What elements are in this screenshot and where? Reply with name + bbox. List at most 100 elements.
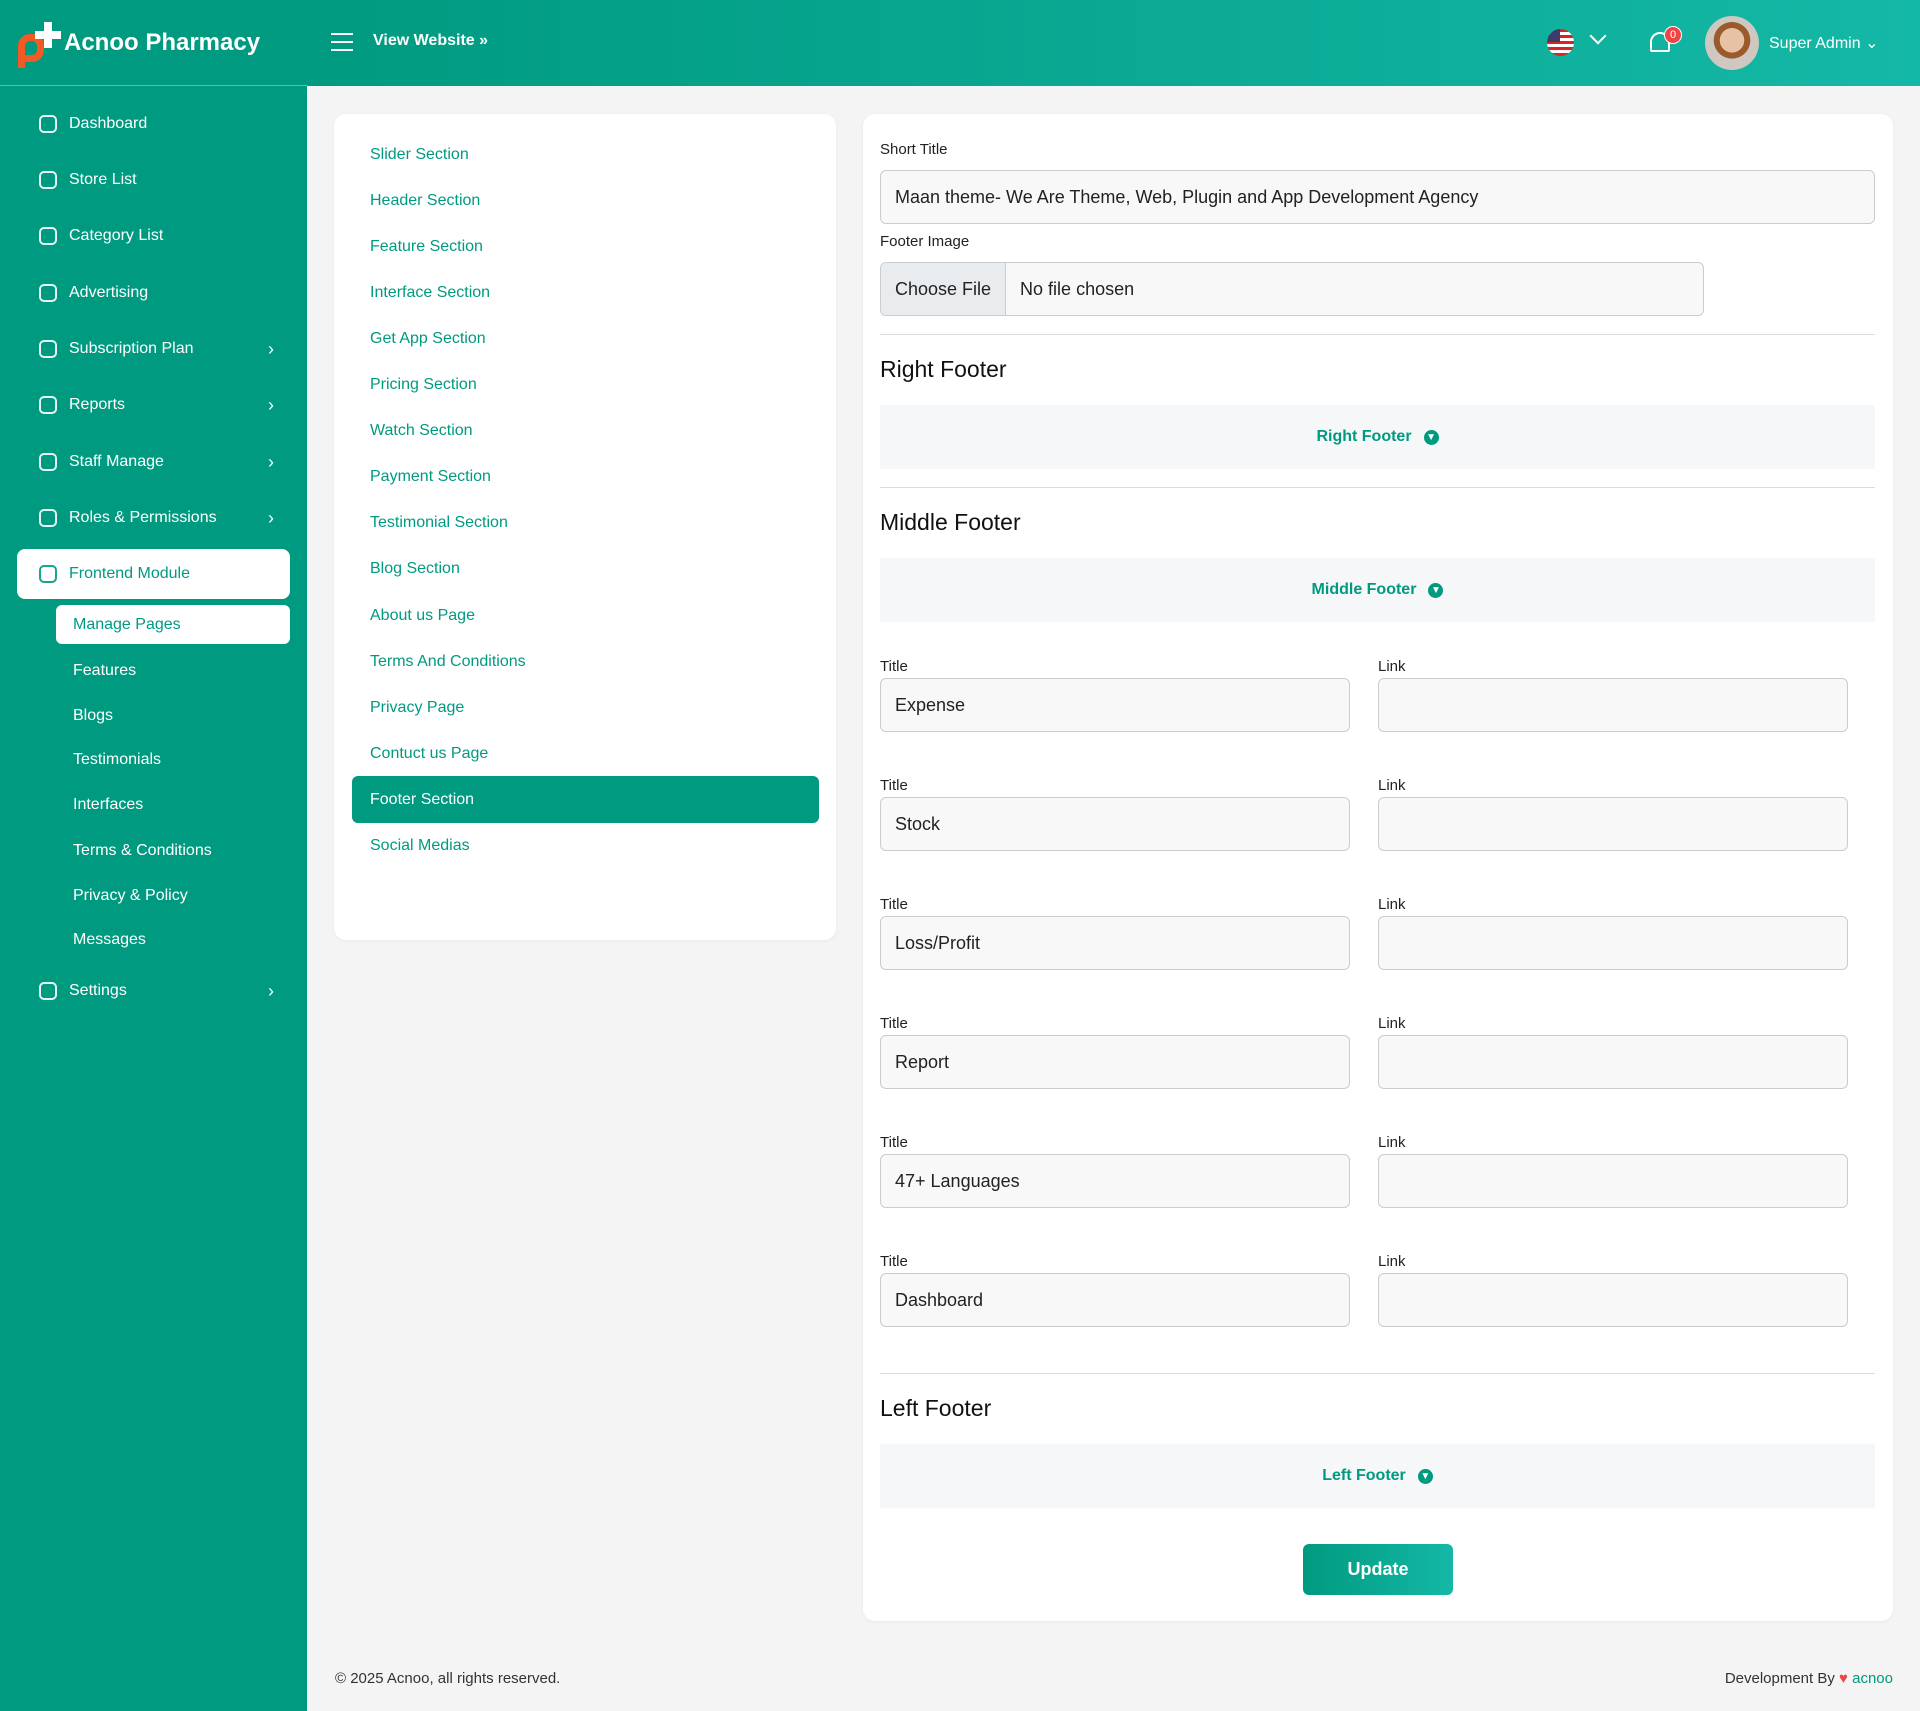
chevron-right-icon: › bbox=[268, 507, 274, 528]
section-link[interactable]: Social Medias bbox=[370, 837, 470, 854]
page-footer: © 2025 Acnoo, all rights reserved. Devel… bbox=[307, 1648, 1920, 1711]
sidebar-item-roles-permissions[interactable]: Roles & Permissions › bbox=[17, 493, 290, 543]
link-input[interactable] bbox=[1378, 1154, 1848, 1208]
link-input[interactable] bbox=[1378, 1273, 1848, 1327]
language-flag-icon[interactable] bbox=[1547, 29, 1574, 56]
sidebar-item-frontend-module[interactable]: Frontend Module bbox=[17, 549, 290, 599]
link-label: Link bbox=[1378, 658, 1406, 675]
link-input[interactable] bbox=[1378, 678, 1848, 732]
sidebar-subitem[interactable]: Privacy & Policy bbox=[73, 886, 188, 904]
topbar: View Website » 0 Super Admin ⌄ bbox=[307, 0, 1920, 86]
middle-footer-heading: Middle Footer bbox=[880, 509, 1021, 535]
footer-image-file-input[interactable]: Choose File No file chosen bbox=[880, 262, 1704, 316]
section-link[interactable]: Slider Section bbox=[370, 145, 469, 163]
sidebar-item-category-list[interactable]: Category List bbox=[17, 211, 290, 261]
logo-icon bbox=[18, 20, 61, 68]
menu-icon bbox=[39, 453, 57, 471]
gear-icon bbox=[39, 982, 57, 1000]
user-menu[interactable]: Super Admin ⌄ bbox=[1769, 35, 1879, 52]
title-label: Title bbox=[880, 1253, 908, 1270]
menu-icon bbox=[39, 509, 57, 527]
avatar[interactable] bbox=[1705, 16, 1759, 70]
menu-toggle-icon[interactable] bbox=[331, 33, 353, 51]
section-link[interactable]: Interface Section bbox=[370, 283, 491, 301]
section-link[interactable]: Testimonial Section bbox=[370, 514, 508, 532]
no-file-text: No file chosen bbox=[1020, 278, 1135, 299]
section-link[interactable]: Header Section bbox=[370, 191, 481, 209]
sidebar-item-store-list[interactable]: Store List bbox=[17, 155, 290, 205]
sidebar-item-subscription-plan[interactable]: Subscription Plan › bbox=[17, 324, 290, 374]
choose-file-button[interactable]: Choose File bbox=[881, 263, 1007, 315]
title-label: Title bbox=[880, 1134, 908, 1151]
footer-image-label: Footer Image bbox=[880, 233, 970, 250]
dev-link[interactable]: acnoo bbox=[1852, 1670, 1893, 1687]
divider bbox=[880, 487, 1875, 488]
link-label: Link bbox=[1378, 1253, 1406, 1270]
divider bbox=[880, 334, 1875, 335]
section-link[interactable]: Feature Section bbox=[370, 237, 483, 255]
notification-badge: 0 bbox=[1664, 26, 1682, 44]
sidebar-subitem[interactable]: Testimonials bbox=[73, 750, 162, 768]
sidebar-item-staff-manage[interactable]: Staff Manage › bbox=[17, 437, 290, 487]
section-link[interactable]: Pricing Section bbox=[370, 376, 477, 393]
section-link[interactable]: Watch Section bbox=[370, 422, 473, 440]
sidebar-subitem[interactable]: Interfaces bbox=[73, 795, 144, 813]
section-link[interactable]: Terms And Conditions bbox=[370, 652, 526, 670]
title-label: Title bbox=[880, 777, 908, 794]
middle-footer-toggle[interactable]: Middle Footer ▼ bbox=[880, 558, 1875, 622]
title-label: Title bbox=[880, 658, 908, 675]
arrow-down-circle-icon: ▼ bbox=[1428, 582, 1444, 598]
left-footer-heading: Left Footer bbox=[880, 1395, 992, 1421]
section-link[interactable]: About us Page bbox=[370, 606, 475, 624]
section-link[interactable]: Blog Section bbox=[370, 560, 460, 578]
title-label: Title bbox=[880, 896, 908, 913]
menu-icon bbox=[39, 115, 57, 133]
menu-icon bbox=[39, 565, 57, 583]
title-input[interactable]: Dashboard bbox=[880, 1273, 1350, 1327]
chevron-down-icon: ⌄ bbox=[1865, 35, 1879, 52]
sidebar-subitem[interactable]: Terms & Conditions bbox=[73, 841, 212, 859]
short-title-input[interactable]: Maan theme- We Are Theme, Web, Plugin an… bbox=[880, 170, 1875, 224]
chevron-right-icon: › bbox=[268, 394, 274, 415]
section-link[interactable]: Footer Section bbox=[352, 776, 819, 824]
link-input[interactable] bbox=[1378, 797, 1848, 851]
title-input[interactable]: Expense bbox=[880, 678, 1350, 732]
title-input[interactable]: Stock bbox=[880, 797, 1350, 851]
link-label: Link bbox=[1378, 1134, 1406, 1151]
right-footer-toggle[interactable]: Right Footer ▼ bbox=[880, 405, 1875, 469]
title-input[interactable]: 47+ Languages bbox=[880, 1154, 1350, 1208]
link-input[interactable] bbox=[1378, 916, 1848, 970]
section-link[interactable]: Get App Section bbox=[370, 329, 486, 347]
sidebar-item-settings[interactable]: Settings › bbox=[17, 966, 290, 1016]
title-label: Title bbox=[880, 1015, 908, 1032]
link-label: Link bbox=[1378, 777, 1406, 794]
title-input[interactable]: Report bbox=[880, 1035, 1350, 1089]
section-list-card: Slider Section Header Section Feature Sect… bbox=[334, 114, 836, 940]
sidebar-item-reports[interactable]: Reports › bbox=[17, 380, 290, 430]
sidebar-item-advertising[interactable]: Advertising bbox=[17, 268, 290, 318]
title-input[interactable]: Loss/Profit bbox=[880, 916, 1350, 970]
sidebar-subitem[interactable]: Blogs bbox=[73, 706, 114, 724]
heart-icon: ♥ bbox=[1839, 1670, 1848, 1687]
menu-icon bbox=[39, 396, 57, 414]
sidebar-item-dashboard[interactable]: Dashboard bbox=[17, 99, 290, 149]
sidebar-subitem[interactable]: Features bbox=[73, 661, 137, 679]
menu-icon bbox=[39, 227, 57, 245]
section-link[interactable]: Payment Section bbox=[370, 468, 491, 486]
chevron-down-icon[interactable] bbox=[1589, 27, 1607, 45]
view-website-link[interactable]: View Website » bbox=[373, 32, 489, 49]
short-title-label: Short Title bbox=[880, 141, 948, 158]
chevron-right-icon: › bbox=[268, 451, 274, 472]
chevron-right-icon: › bbox=[268, 338, 274, 359]
right-footer-heading: Right Footer bbox=[880, 356, 1007, 382]
copyright: © 2025 Acnoo, all rights reserved. bbox=[335, 1670, 561, 1687]
section-link[interactable]: Contuct us Page bbox=[370, 744, 489, 762]
section-link[interactable]: Privacy Page bbox=[370, 698, 465, 716]
sidebar-subitem[interactable]: Manage Pages bbox=[56, 605, 290, 644]
menu-icon bbox=[39, 340, 57, 358]
sidebar-subitem[interactable]: Messages bbox=[73, 930, 146, 948]
left-footer-toggle[interactable]: Left Footer ▼ bbox=[880, 1444, 1875, 1508]
update-button[interactable]: Update bbox=[1303, 1544, 1453, 1595]
link-input[interactable] bbox=[1378, 1035, 1848, 1089]
brand[interactable]: Acnoo Pharmacy bbox=[0, 0, 307, 86]
